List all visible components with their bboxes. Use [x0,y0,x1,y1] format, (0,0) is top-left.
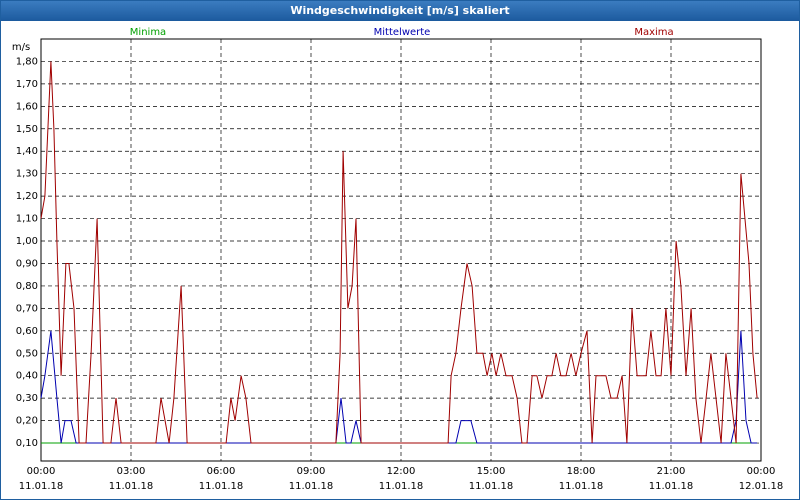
y-tick-label: 0,60 [16,326,38,337]
x-tick-label: 15:00 11.01.18 [468,466,514,492]
x-tick-label: 18:00 11.01.18 [558,466,604,492]
x-tick-label: 00:00 11.01.18 [18,466,64,492]
y-tick-label: 0,50 [16,348,38,359]
y-tick-label: 0,90 [16,258,38,269]
y-axis-label: m/s [12,42,30,53]
y-tick-label: 0,80 [16,281,38,292]
legend-entry: Maxima [634,27,673,38]
x-tick-label: 03:00 11.01.18 [108,466,154,492]
y-tick-label: 1,80 [16,56,38,67]
y-tick-label: 1,10 [16,214,38,225]
y-tick-label: 1,40 [16,146,38,157]
y-tick-label: 1,50 [16,124,38,135]
y-tick-label: 1,60 [16,101,38,112]
y-tick-label: 0,20 [16,416,38,427]
y-tick-label: 1,00 [16,236,38,247]
y-tick-label: 1,70 [16,79,38,90]
x-tick-label: 12:00 11.01.18 [378,466,424,492]
series-line [40,61,758,444]
y-tick-label: 0,30 [16,393,38,404]
legend-entry: Mittelwerte [374,27,431,38]
legend-entry: Minima [130,27,166,38]
y-tick-label: 1,30 [16,169,38,180]
y-tick-label: 1,20 [16,191,38,202]
y-tick-label: 0,10 [16,438,38,449]
chart-title: Windgeschwindigkeit [m/s] skaliert [1,1,799,21]
y-tick-label: 0,70 [16,303,38,314]
x-tick-label: 09:00 11.01.18 [288,466,334,492]
x-tick-label: 00:00 12.01.18 [738,466,784,492]
y-tick-label: 0,40 [16,371,38,382]
x-tick-label: 06:00 11.01.18 [198,466,244,492]
x-tick-label: 21:00 11.01.18 [648,466,694,492]
